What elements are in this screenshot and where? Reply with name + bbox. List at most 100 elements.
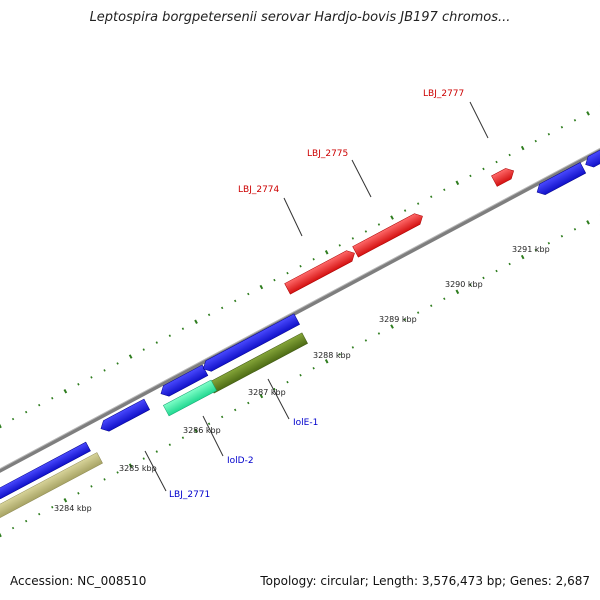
tick-mark (390, 324, 394, 329)
tick-mark (364, 230, 368, 233)
genome-summary-text: Topology: circular; Length: 3,576,473 bp… (260, 574, 590, 588)
label-lbj-2775: LBJ_2775 (307, 149, 348, 159)
tick-mark (299, 373, 302, 377)
tick-mark (155, 341, 158, 344)
tick-mark (312, 258, 315, 261)
tick-mark (116, 471, 119, 474)
gene-reverse-1[interactable] (0, 441, 91, 500)
tick-mark (430, 304, 433, 307)
tick-mark (455, 289, 460, 295)
outer-tick-ring (0, 105, 600, 429)
tick-mark (142, 457, 145, 460)
gene-reverse-5[interactable] (534, 162, 587, 197)
tick-mark (194, 319, 198, 324)
label-iold-2: IolD-2 (227, 456, 254, 466)
feature-iold-2[interactable] (163, 379, 217, 417)
tick-mark (0, 423, 2, 429)
tick-mark (11, 526, 15, 530)
tick-mark (103, 369, 106, 372)
tick-mark (128, 354, 133, 359)
tick-mark (259, 284, 264, 290)
kbp-label-3286: 3286 kbp (183, 426, 221, 435)
tick-mark (38, 512, 41, 516)
gene-reverse-4[interactable] (200, 313, 300, 374)
tick-mark (24, 410, 28, 414)
tick-mark (547, 241, 551, 245)
tick-mark (273, 387, 276, 391)
feature-lbj-2771[interactable] (0, 452, 103, 522)
tick-mark (181, 327, 185, 330)
tick-mark (168, 443, 172, 446)
tick-mark (38, 403, 41, 407)
tick-mark (573, 228, 577, 231)
tick-mark (469, 283, 472, 287)
kbp-label-3288: 3288 kbp (313, 351, 351, 360)
map-title: Leptospira borgpetersenii serovar Hardjo… (89, 10, 511, 25)
gene-reverse-2[interactable] (98, 398, 150, 434)
tick-mark (443, 297, 446, 301)
kbp-label-3284: 3284 kbp (54, 504, 92, 513)
gene-lbj-2774[interactable] (284, 248, 358, 295)
tick-mark (377, 223, 381, 226)
label-lbj-2777: LBJ_2777 (423, 89, 464, 99)
genome-backbone (0, 148, 600, 473)
tick-mark (286, 380, 289, 384)
tick-mark (259, 393, 264, 399)
gene-lbj-2775[interactable] (352, 211, 426, 258)
tick-mark (560, 234, 564, 238)
gene-lbj-2777[interactable] (491, 166, 516, 187)
tick-mark (90, 485, 93, 488)
tick-mark (508, 262, 511, 266)
tick-mark (508, 153, 511, 157)
kbp-label-3285: 3285 kbp (119, 464, 157, 473)
kbp-label-3291: 3291 kbp (512, 245, 550, 254)
tick-mark (403, 209, 407, 212)
inner-tick-ring (0, 214, 600, 538)
tick-mark (560, 125, 564, 129)
tick-mark (168, 334, 172, 337)
tick-mark (547, 132, 551, 136)
tick-mark (455, 180, 460, 186)
tick-mark (51, 396, 54, 400)
label-iole-1: IolE-1 (293, 418, 318, 428)
gene-reverse-3[interactable] (158, 364, 209, 399)
tick-mark (103, 478, 106, 481)
tick-mark (495, 160, 498, 164)
genome-backbone-highlight (0, 147, 600, 470)
tick-mark (234, 408, 237, 412)
tick-mark (11, 417, 15, 421)
tick-mark (24, 519, 28, 523)
tick-mark (482, 167, 485, 171)
tick-mark (273, 278, 276, 282)
tick-mark (403, 318, 407, 321)
accession-text: Accession: NC_008510 (10, 574, 147, 588)
tick-mark (390, 215, 394, 220)
tick-mark (377, 332, 381, 335)
tick-mark (416, 202, 420, 205)
tick-mark (534, 139, 537, 143)
tick-mark (469, 174, 472, 178)
label-leaders (144, 101, 489, 492)
tick-mark (234, 299, 237, 303)
tick-mark (351, 346, 355, 349)
tick-mark (0, 532, 2, 538)
tick-mark (51, 505, 54, 509)
tick-mark (194, 428, 198, 433)
tick-mark (520, 254, 525, 260)
tick-mark (247, 401, 250, 405)
tick-mark (299, 264, 302, 268)
tick-mark (90, 376, 93, 379)
label-lbj-2774: LBJ_2774 (238, 185, 280, 195)
tick-mark (207, 422, 211, 426)
tick-mark (63, 498, 68, 503)
tick-mark (482, 276, 485, 280)
tick-mark (220, 306, 224, 310)
tick-mark (220, 415, 224, 419)
tick-mark (63, 389, 68, 394)
tick-mark (181, 436, 185, 439)
tick-mark (324, 359, 329, 364)
tick-mark (142, 348, 145, 351)
gene-reverse-6[interactable] (583, 142, 600, 170)
kbp-label-3289: 3289 kbp (379, 315, 417, 324)
